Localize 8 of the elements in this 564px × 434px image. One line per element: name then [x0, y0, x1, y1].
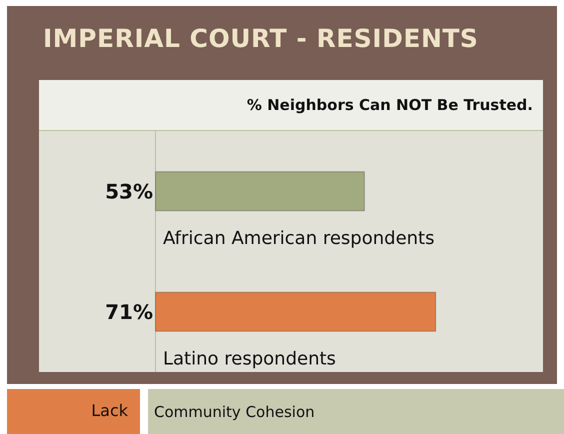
text: Community Cohesion: [148, 389, 564, 434]
data-label: 53%: [105, 179, 153, 204]
text: Lack: [7, 389, 140, 434]
chart-subtitle: % Neighbors Can NOT Be Trusted.: [246, 96, 533, 114]
chart-title: IMPERIAL COURT - RESIDENTS: [43, 24, 478, 53]
y-tick-label: Latino respondents: [163, 348, 336, 370]
data-label: 71%: [105, 300, 153, 324]
y-tick-label: African American respondents: [163, 228, 434, 249]
